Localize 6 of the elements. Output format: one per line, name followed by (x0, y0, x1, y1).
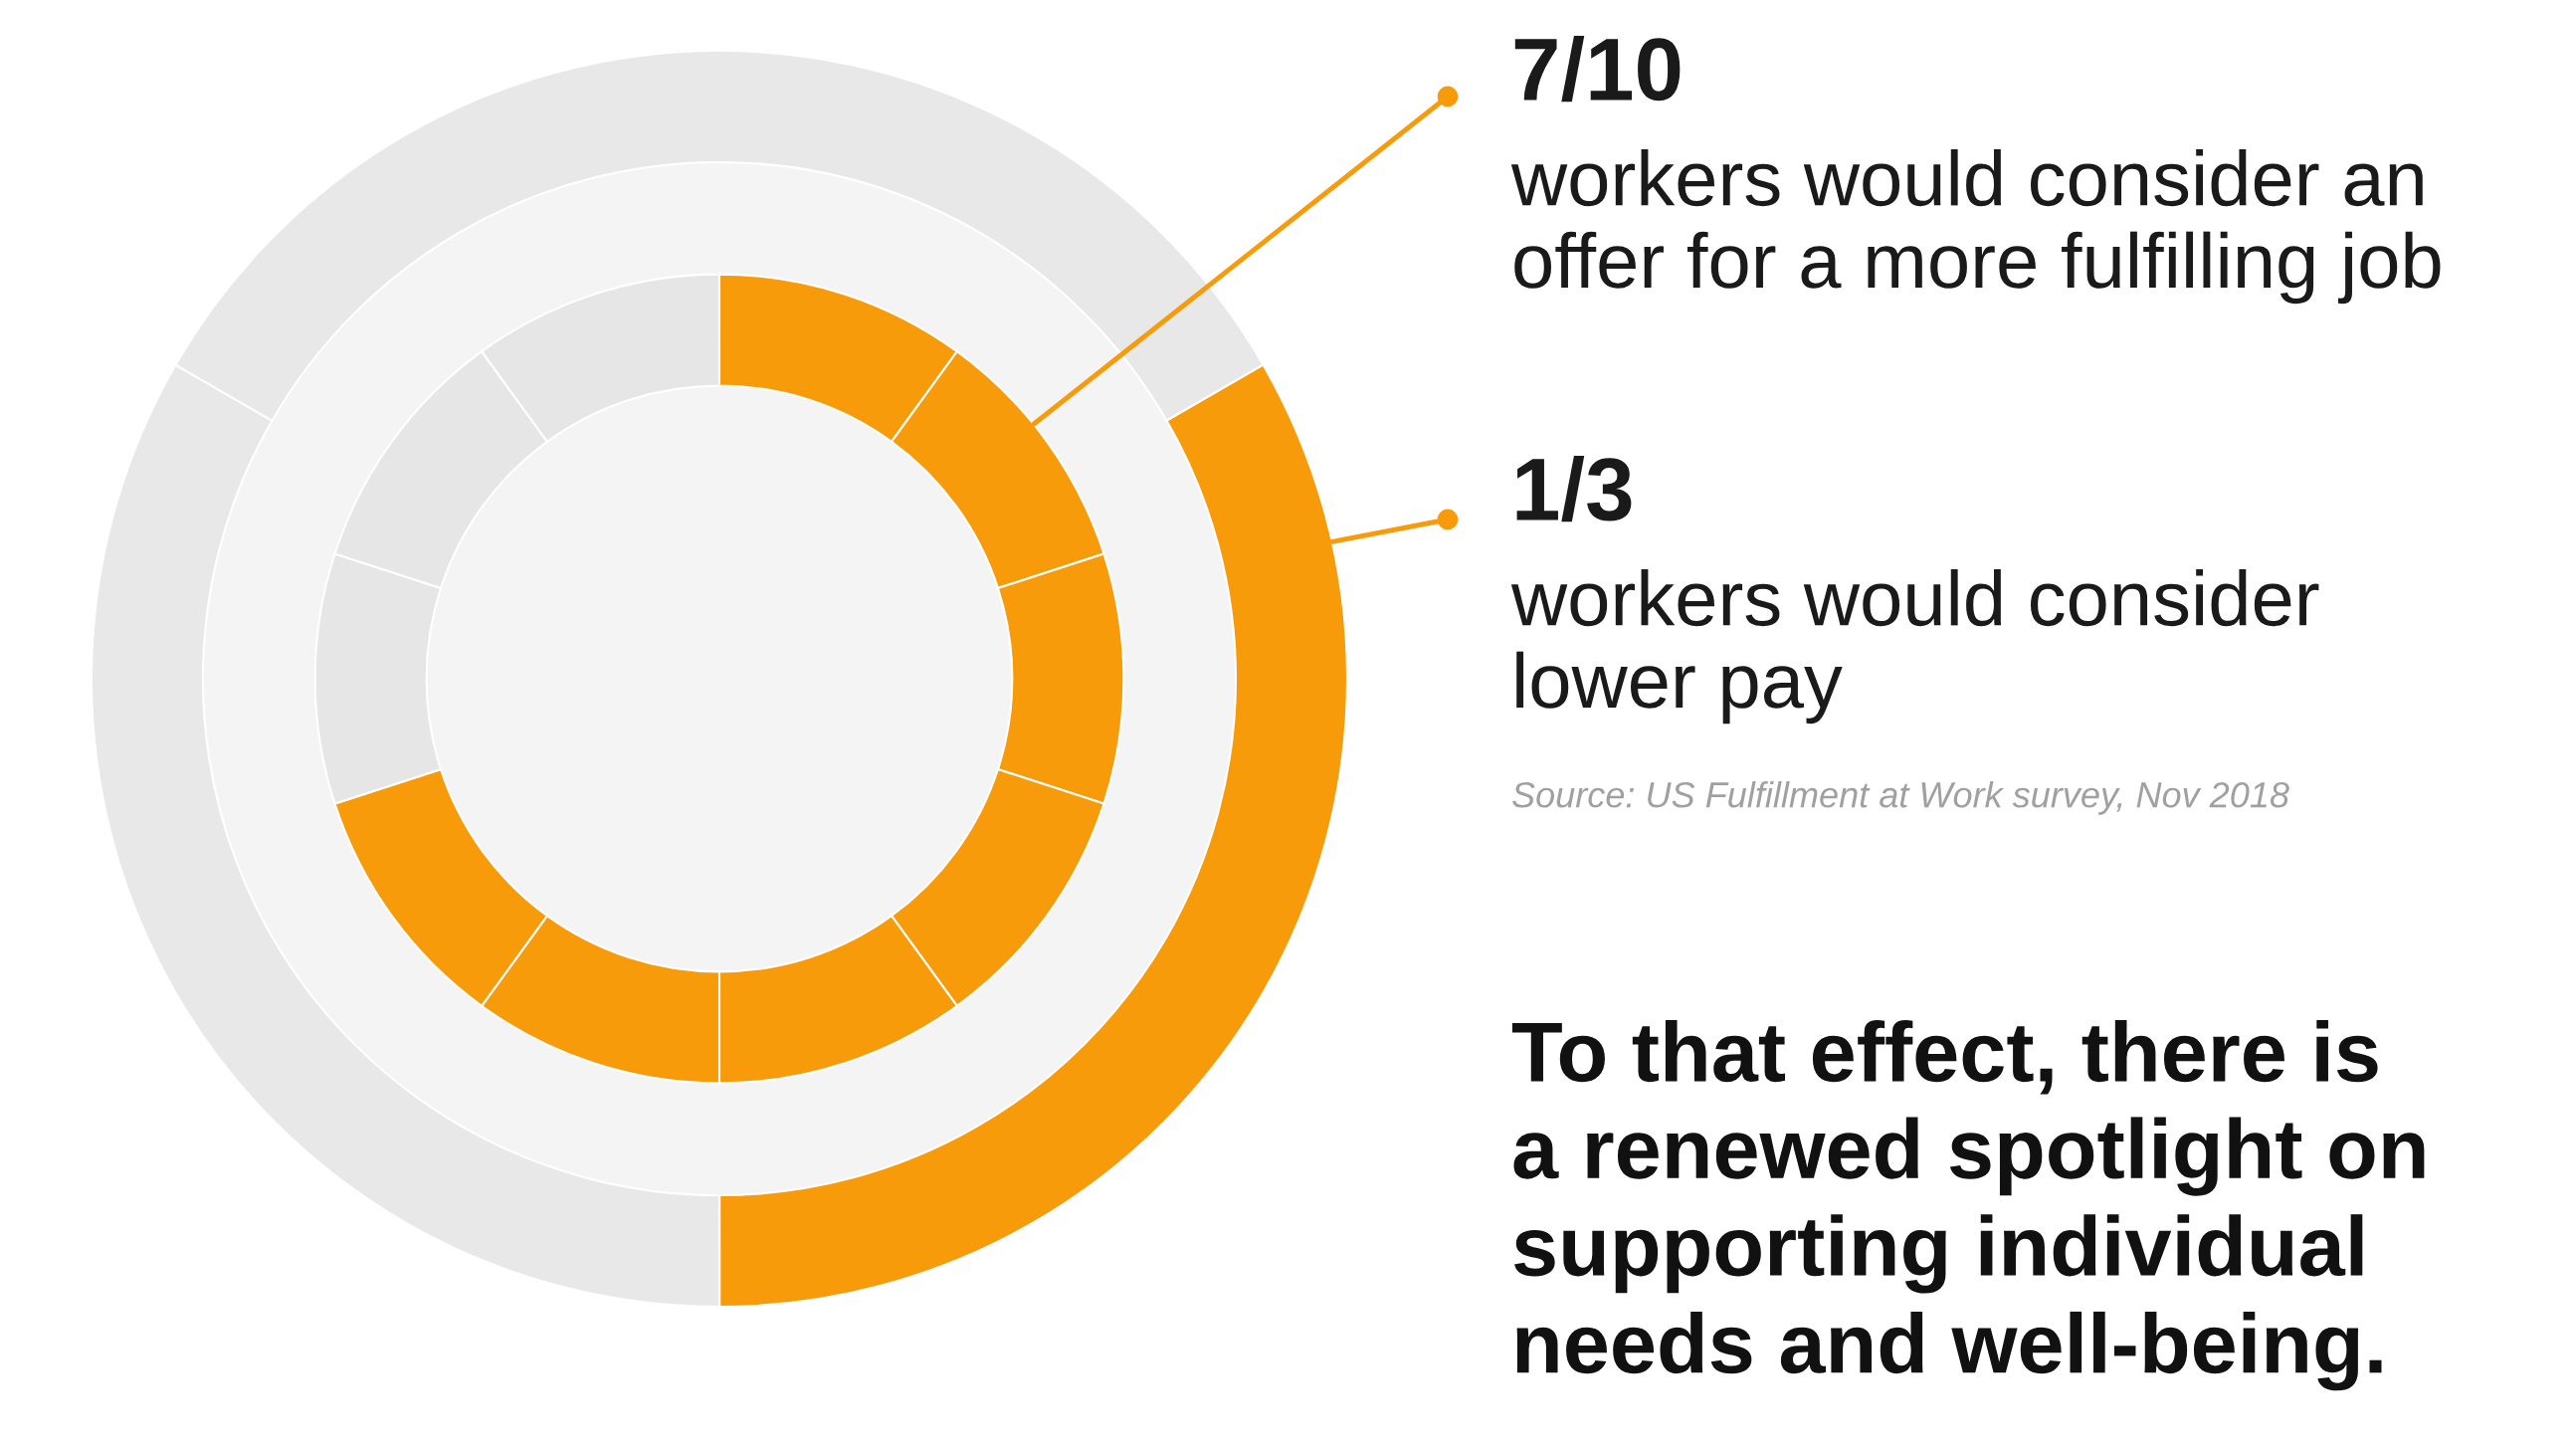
text: workers would consider an offer for a more fulfilling job (1510, 149, 2441, 305)
text: 7/10 (1514, 36, 1681, 103)
source-note: Source: US Fulfillment at Work survey, Nov 2018 (1512, 781, 2289, 815)
text: workers would consider lower pay (1510, 569, 2319, 725)
text: 1/3 (1516, 456, 1632, 522)
text: To that effect, there is a renewed spotlight on supporting individual needs and well-being. (1511, 1020, 2425, 1391)
